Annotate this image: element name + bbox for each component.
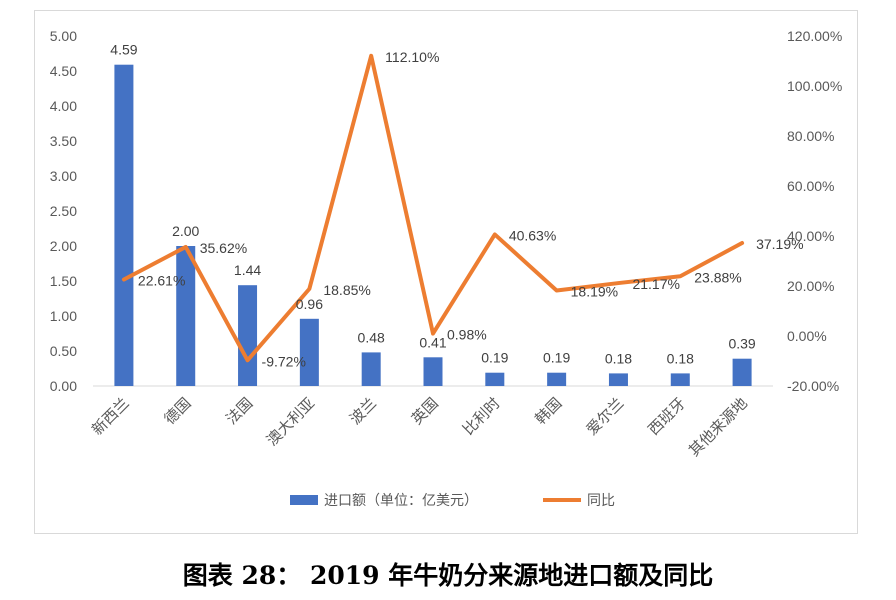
bar [670,373,690,386]
bar [176,246,196,386]
category-label: 法国 [222,394,256,428]
bar [547,372,567,386]
category-label: 波兰 [346,394,380,428]
bar [299,318,319,386]
bar [732,358,752,386]
category-label: 德国 [161,394,195,428]
figure-caption: 图表 28： 2019 年牛奶分来源地进口额及同比 [182,561,714,590]
right-axis-tick-label: 120.00% [787,28,842,44]
yoy-value-label: -9.72% [262,353,306,369]
left-axis-tick-label: 2.50 [50,203,77,219]
legend-swatch-bar [290,495,318,505]
yoy-value-label: 18.85% [323,282,370,298]
bar [423,357,443,386]
yoy-value-label: 22.61% [138,272,185,288]
legend-label-line: 同比 [587,493,615,509]
category-label: 英国 [408,394,442,428]
category-label: 西班牙 [645,394,690,439]
right-axis-tick-label: -20.00% [787,378,839,394]
yoy-value-label: 112.10% [385,49,439,65]
bar-value-label: 0.18 [605,350,632,366]
right-axis-tick-label: 40.00% [787,228,834,244]
bar [114,64,134,386]
right-axis-tick-label: 100.00% [787,78,842,94]
legend-label-bar: 进口额（单位：亿美元） [324,493,478,509]
left-axis-tick-label: 4.00 [50,98,77,114]
bar [238,285,258,386]
bar-value-label: 0.48 [358,329,385,345]
bar-value-label: 0.41 [419,334,446,350]
bar-value-label: 1.44 [234,262,261,278]
yoy-value-label: 40.63% [509,227,556,243]
left-axis-tick-label: 3.00 [50,168,77,184]
right-axis-tick-label: 0.00% [787,328,827,344]
bar-value-label: 4.59 [110,42,137,58]
category-label: 新西兰 [88,394,133,439]
left-axis-tick-label: 3.50 [50,133,77,149]
yoy-value-label: 35.62% [200,240,247,256]
left-axis-tick-label: 1.00 [50,308,77,324]
bar [485,372,505,386]
category-label: 韩国 [532,394,566,428]
bar-value-label: 0.19 [481,350,508,366]
right-axis-tick-label: 80.00% [787,128,834,144]
left-axis-tick-label: 0.50 [50,343,77,359]
left-axis-tick-label: 0.00 [50,378,77,394]
right-axis-tick-label: 60.00% [787,178,834,194]
category-label: 比利时 [459,394,504,439]
yoy-value-label: 23.88% [694,269,741,285]
category-label: 爱尔兰 [583,394,628,439]
left-axis-tick-label: 2.00 [50,238,77,254]
bar [608,373,628,386]
category-label: 澳大利亚 [263,394,318,449]
bar [361,352,381,386]
bar-value-label: 0.19 [543,350,570,366]
chart-frame: 0.00 0.50 1.00 1.50 2.00 2.50 3.00 3.50 4.00 4.50… [34,10,858,534]
bar-value-label: 2.00 [172,223,199,239]
yoy-value-label: 18.19% [571,284,618,300]
chart: 0.00 0.50 1.00 1.50 2.00 2.50 3.00 3.50 4.00 4.50… [50,28,843,509]
left-axis-tick-label: 1.50 [50,273,77,289]
yoy-line [121,53,745,363]
yoy-value-label: 21.17% [632,276,679,292]
category-label: 其他来源地 [685,394,751,460]
left-axis-tick-label: 4.50 [50,63,77,79]
yoy-value-label: 37.19% [756,236,803,252]
right-axis-tick-label: 20.00% [787,278,834,294]
bar-value-label: 0.18 [667,350,694,366]
left-axis-tick-label: 5.00 [50,28,77,44]
bar-value-label: 0.39 [728,336,755,352]
bar-value-label: 0.96 [296,296,323,312]
yoy-value-label: 0.98% [447,327,487,343]
